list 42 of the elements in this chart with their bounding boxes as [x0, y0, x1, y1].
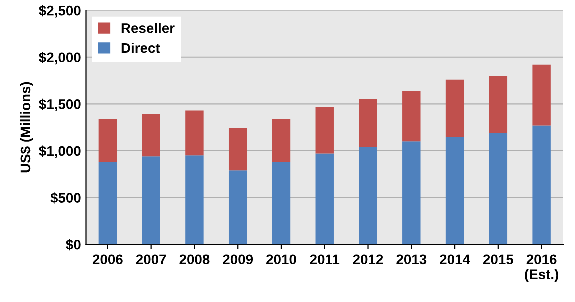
bar: [532, 64, 551, 126]
x-tick-label: 2006: [92, 254, 123, 265]
y-axis-title: US$ (Millions): [20, 82, 34, 173]
x-tick-label: 2011: [310, 254, 340, 265]
y-tick-label: $1,500: [39, 98, 81, 112]
bar: [359, 100, 378, 148]
bar: [186, 156, 204, 245]
y-tick-label: $0: [66, 239, 81, 251]
bar: [142, 114, 160, 157]
bar: [272, 162, 291, 245]
bar: [489, 133, 508, 245]
x-tick-label: 2009: [223, 254, 254, 265]
x-tick-label: 2014: [440, 254, 470, 265]
bar: [316, 107, 334, 154]
bar: [228, 170, 248, 245]
x-tick-label: 2013: [396, 254, 427, 265]
bar: [186, 110, 204, 156]
x-tick-label: 2010: [266, 254, 296, 265]
bar: [142, 156, 160, 245]
bar: [316, 154, 334, 245]
x-tick-label: 2007: [136, 254, 166, 265]
legend-label: Reseller: [122, 23, 175, 34]
y-tick-label: $500: [50, 192, 81, 204]
y-tick-label: $2,500: [39, 5, 81, 18]
x-tick-label: 2015: [483, 254, 514, 265]
y-tick-label: $2,000: [39, 52, 81, 65]
bar: [359, 147, 378, 245]
bar: [98, 162, 118, 245]
bar: [489, 76, 508, 134]
bar: [402, 142, 421, 245]
bar: [402, 91, 421, 142]
bar: [532, 126, 551, 245]
bar: [446, 136, 464, 245]
bar: [98, 119, 118, 162]
x-tick-label: 2012: [353, 254, 384, 265]
bar: [446, 80, 464, 137]
bar: [272, 119, 291, 162]
x-tick-label: 2008: [180, 254, 210, 265]
bar: [228, 128, 248, 171]
x-tick-label: 2016 (Est.): [525, 254, 558, 282]
y-tick-label: $1,000: [39, 146, 81, 158]
legend-label: Direct: [122, 42, 160, 54]
